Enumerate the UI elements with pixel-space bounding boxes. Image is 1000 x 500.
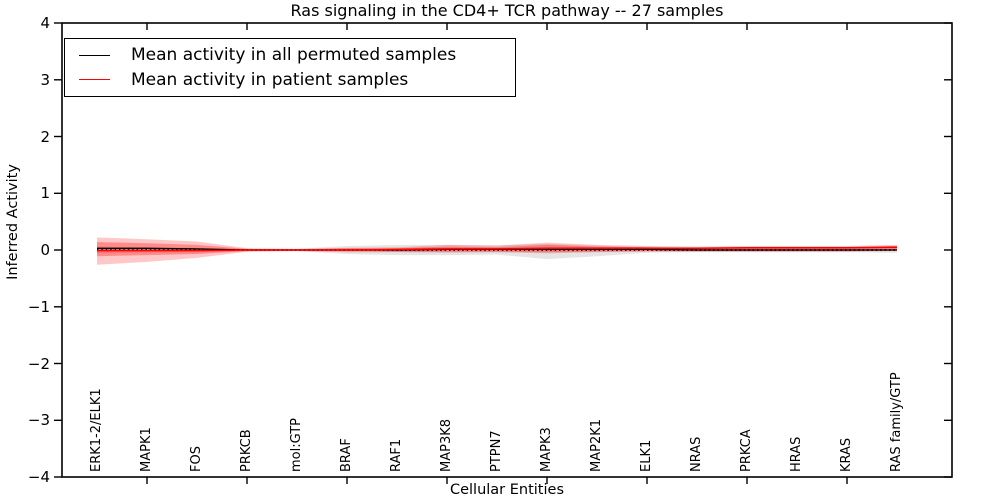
x-tick-label-mapk1: MAPK1 [139, 427, 154, 472]
x-tick-label-map2k1: MAP2K1 [589, 418, 604, 472]
y-tick-label: 4 [40, 14, 50, 32]
band-patient-range-outer [97, 237, 897, 265]
x-tick-label-hras: HRAS [789, 436, 804, 472]
x-tick-label-elk1: ELK1 [639, 439, 654, 472]
x-tick-label-ras-family-gtp: RAS family/GTP [889, 372, 904, 472]
legend-line-swatch-patient [79, 79, 110, 81]
y-tick-label: −4 [27, 468, 50, 486]
legend-line-swatch-permuted [79, 54, 110, 56]
x-tick-label-ptpn7: PTPN7 [489, 430, 504, 472]
x-axis-label: Cellular Entities [449, 482, 565, 498]
series-mean-activity-in-patient-samples [97, 246, 898, 252]
x-tick-label-nras: NRAS [689, 436, 704, 472]
chart-title: Ras signaling in the CD4+ TCR pathway --… [290, 1, 724, 20]
y-tick-label: −3 [27, 411, 50, 430]
band-permuted-range [97, 243, 897, 260]
x-tick-label-kras: KRAS [839, 437, 854, 472]
x-tick-label-mol-gtp: mol:GTP [289, 418, 304, 472]
legend-entry-patient: Mean activity in patient samples [65, 70, 515, 90]
legend-label-permuted: Mean activity in all permuted samples [131, 45, 457, 66]
x-tick-label-braf: BRAF [339, 438, 354, 472]
x-tick-label-raf1: RAF1 [389, 438, 404, 472]
legend-label-patient: Mean activity in patient samples [131, 69, 409, 90]
y-tick-label: −2 [27, 354, 50, 373]
x-tick-label-erk1-2-elk1: ERK1-2/ELK1 [89, 388, 104, 472]
x-tick-label-prkcb: PRKCB [239, 429, 254, 472]
y-tick-label: 2 [40, 127, 50, 146]
y-tick-label: −1 [27, 297, 50, 316]
y-tick-label: 0 [40, 241, 50, 259]
x-tick-label-prkca: PRKCA [739, 429, 754, 472]
legend: Mean activity in all permuted samples Me… [64, 38, 516, 97]
x-tick-label-mapk3: MAPK3 [539, 427, 554, 472]
x-tick-label-fos: FOS [189, 446, 204, 472]
x-tick-label-map3k8: MAP3K8 [439, 418, 454, 472]
legend-entry-permuted: Mean activity in all permuted samples [65, 45, 515, 65]
y-tick-label: 3 [40, 70, 50, 89]
y-tick-label: 1 [40, 184, 50, 203]
